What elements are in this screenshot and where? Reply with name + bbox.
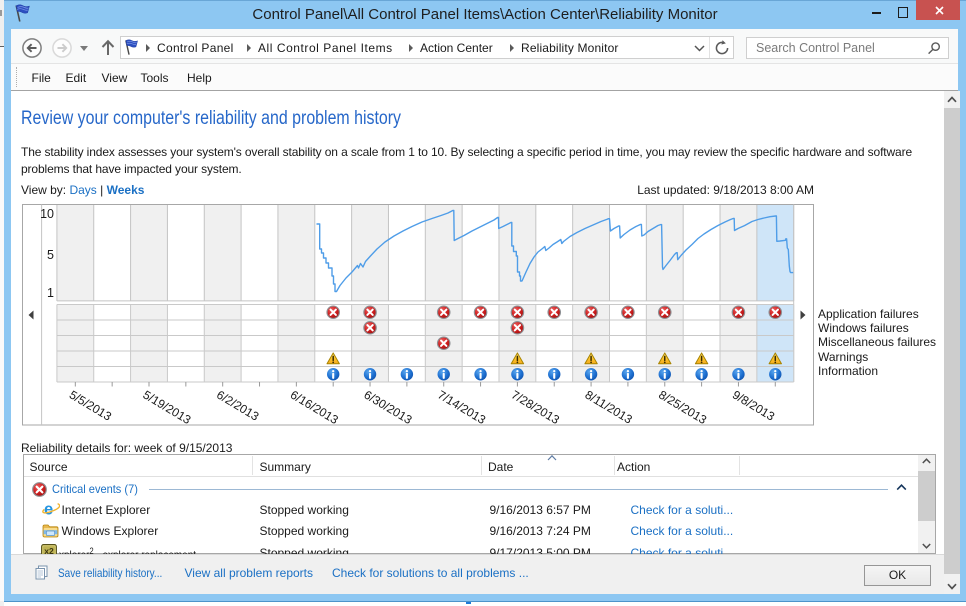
svg-text:e: e (44, 501, 53, 518)
svg-text:5: 5 (47, 248, 54, 262)
svg-text:10: 10 (40, 207, 54, 221)
svg-text:1: 1 (47, 286, 54, 300)
svg-text:x2: x2 (44, 546, 54, 556)
